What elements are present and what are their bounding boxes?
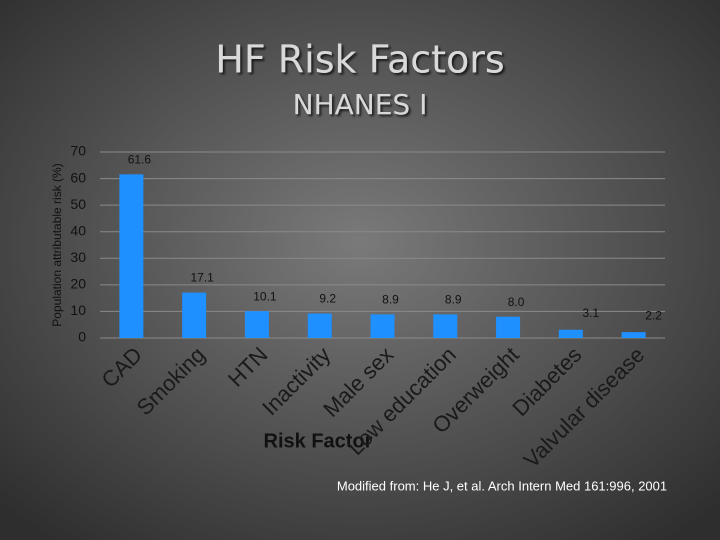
value-label: 8.0 xyxy=(508,295,525,309)
bar xyxy=(244,311,269,338)
y-tick-label: 70 xyxy=(70,143,86,159)
y-tick-label: 50 xyxy=(70,196,86,212)
value-label: 17.1 xyxy=(190,271,214,285)
y-tick-label: 0 xyxy=(78,329,86,345)
value-label: 2.2 xyxy=(645,308,662,322)
value-label: 8.9 xyxy=(445,293,462,307)
bar xyxy=(621,332,646,338)
value-label: 61.6 xyxy=(128,152,152,166)
bar xyxy=(370,314,395,338)
x-axis-label: Risk Factor xyxy=(264,430,373,452)
y-axis-label: Population attributable risk (%) xyxy=(50,163,64,326)
bar xyxy=(182,292,207,338)
chart-subtitle: NHANES I xyxy=(293,88,428,121)
y-tick-label: 20 xyxy=(70,276,86,292)
bar xyxy=(496,316,521,338)
source-note: Modified from: He J, et al. Arch Intern … xyxy=(337,478,667,493)
value-label: 3.1 xyxy=(582,306,599,320)
value-label: 8.9 xyxy=(382,293,399,307)
value-label: 10.1 xyxy=(253,289,277,303)
bar xyxy=(558,329,583,338)
y-tick-label: 40 xyxy=(70,222,86,238)
bar xyxy=(433,314,458,338)
y-tick-label: 10 xyxy=(70,302,86,318)
bar xyxy=(307,313,332,338)
y-tick-label: 30 xyxy=(70,249,86,265)
y-tick-label: 60 xyxy=(70,169,86,185)
value-label: 9.2 xyxy=(319,292,336,306)
bar xyxy=(119,174,144,338)
chart-title: HF Risk Factors xyxy=(215,38,504,82)
